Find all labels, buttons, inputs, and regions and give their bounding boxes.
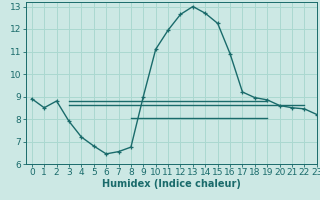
X-axis label: Humidex (Indice chaleur): Humidex (Indice chaleur) [102,179,241,189]
